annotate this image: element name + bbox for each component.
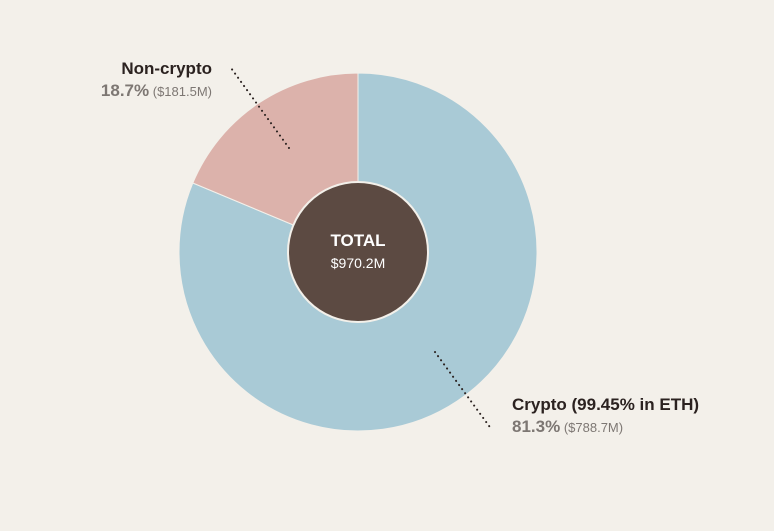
slice-value-crypto: 81.3% ($788.7M) (512, 416, 699, 439)
slice-percent-non-crypto: 18.7% (100, 81, 150, 100)
leader-line-non-crypto (230, 67, 290, 149)
slice-label-non-crypto: Non-crypto 18.7% ($181.5M) (101, 58, 212, 103)
slice-name-non-crypto: Non-crypto (121, 59, 212, 78)
slice-name-crypto: Crypto (99.45% in ETH) (512, 395, 700, 414)
leader-lines (230, 67, 493, 431)
slice-label-crypto: Crypto (99.45% in ETH) 81.3% ($788.7M) (512, 394, 699, 439)
center-circle (287, 181, 429, 323)
slice-amount-non-crypto: ($181.5M) (152, 84, 212, 99)
slice-amount-crypto: ($788.7M) (563, 420, 624, 435)
slice-percent-crypto: 81.3% (512, 417, 561, 436)
leader-line-crypto (434, 351, 493, 431)
slice-value-non-crypto: 18.7% ($181.5M) (101, 80, 212, 103)
